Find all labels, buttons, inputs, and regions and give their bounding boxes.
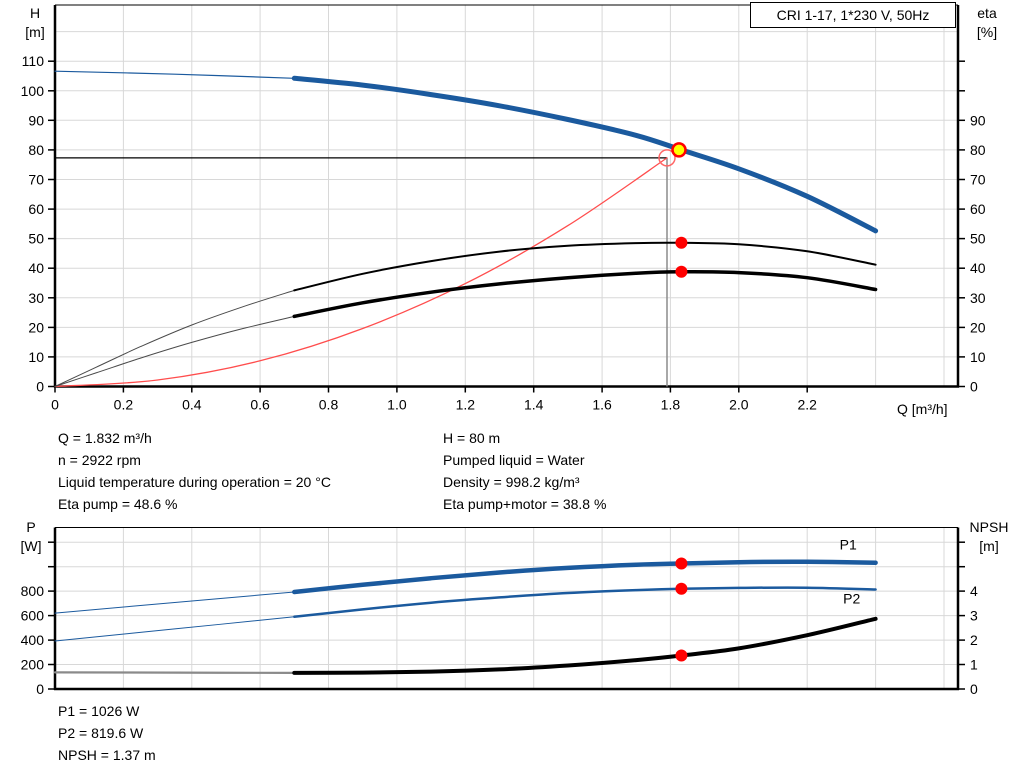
h-axis-title: H [m] (25, 5, 45, 40)
y-right-tick-label: 30 (970, 290, 986, 306)
info-npsh: NPSH = 1.37 m (58, 747, 156, 763)
pump-model-label: CRI 1-17, 1*230 V, 50Hz (750, 2, 956, 28)
y-right-tick-label: 0 (970, 379, 978, 395)
p1-curve (292, 559, 878, 595)
q-axis-title: Q [m³/h] (897, 401, 948, 417)
qh-curve (291, 75, 879, 234)
eta-pump-curve (293, 241, 877, 292)
tick-labels: 0 10 20 30 40 50 60 70 80 90 100 110 0 10 20 30 40 50 60 70… (21, 53, 986, 412)
y-right-tick-label: 60 (970, 201, 986, 217)
y-right-tick-label: 80 (970, 142, 986, 158)
eta-pump-point (675, 236, 688, 249)
gridlines (55, 527, 958, 689)
y-left-tick-label: 40 (28, 260, 44, 276)
npsh-axis-title: NPSH [m] (969, 519, 1009, 554)
x-tick-label: 0.4 (182, 397, 202, 413)
y-left-tick-label: 0 (36, 681, 44, 697)
npsh-curve-extension (53, 671, 296, 674)
eta-pump-motor-curve-extension (54, 315, 295, 387)
requested-duty-point (658, 149, 676, 167)
y-right-tick-label: 0 (970, 681, 978, 697)
info-eta-pump: Eta pump = 48.6 % (58, 496, 178, 512)
system-curve (54, 157, 668, 388)
tick-labels: 0 200 400 600 800 0 1 2 3 4 (21, 541, 978, 697)
info-speed: n = 2922 rpm (58, 452, 141, 468)
info-eta-pump-motor: Eta pump+motor = 38.8 % (443, 496, 607, 512)
y-right-tick-label: 40 (970, 260, 986, 276)
y-left-tick-label: 100 (21, 83, 45, 99)
y-right-tick-label: 70 (970, 172, 986, 188)
info-p2: P2 = 819.6 W (58, 725, 144, 741)
y-left-tick-label: 70 (28, 172, 44, 188)
y-right-tick-label: 1 (970, 657, 978, 673)
duty-point[interactable] (671, 142, 687, 158)
y-left-tick-label: 600 (21, 608, 45, 624)
x-tick-label: 1.4 (524, 397, 544, 413)
y-left-tick-label: 200 (21, 657, 45, 673)
x-tick-label: 0.6 (250, 397, 270, 413)
y-right-tick-label: 50 (970, 231, 986, 247)
plot-area[interactable] (55, 5, 958, 387)
y-right-tick-label: 3 (970, 608, 978, 624)
y-left-tick-label: 90 (28, 112, 44, 128)
x-tick-label: 2.0 (729, 397, 749, 413)
p2-curve-extension (54, 616, 295, 642)
info-density: Density = 998.2 kg/m³ (443, 474, 580, 490)
y-left-tick-label: 800 (21, 583, 45, 599)
duty-info-left: Q = 1.832 m³/h n = 2922 rpm Liquid tempe… (58, 427, 331, 515)
x-tick-label: 0.2 (114, 397, 134, 413)
y-left-tick-label: 60 (28, 201, 44, 217)
p2-point (675, 582, 688, 595)
power-info: P1 = 1026 W P2 = 819.6 W NPSH = 1.37 m (58, 700, 156, 766)
eta-axis-title: eta [%] (976, 5, 998, 40)
y-left-tick-label: 400 (21, 632, 45, 648)
x-tick-label: 1.2 (456, 397, 476, 413)
power-npsh-chart: 0 200 400 600 800 0 1 2 3 4 P1 P2 (21, 527, 978, 697)
x-tick-label: 1.6 (592, 397, 612, 413)
y-left-tick-label: 50 (28, 231, 44, 247)
info-h: H = 80 m (443, 430, 501, 446)
y-left-tick-label: 110 (22, 53, 45, 69)
y-right-tick-label: 4 (970, 583, 978, 599)
gridlines (55, 5, 958, 387)
info-q: Q = 1.832 m³/h (58, 430, 152, 446)
y-left-tick-label: 20 (28, 319, 44, 335)
duty-info-right: H = 80 m Pumped liquid = Water Density =… (443, 427, 606, 515)
y-right-tick-label: 90 (970, 112, 986, 128)
info-p1: P1 = 1026 W (58, 703, 140, 719)
p2-curve (293, 586, 877, 619)
p-axis-title: P [W] (20, 519, 42, 554)
qh-eta-chart: 0 10 20 30 40 50 60 70 80 90 100 110 0 10 20 30 40 50 60 70… (21, 4, 986, 413)
info-pumped-liquid: Pumped liquid = Water (443, 452, 585, 468)
y-right-tick-label: 20 (970, 319, 986, 335)
info-liquid-temp: Liquid temperature during operation = 20… (58, 474, 331, 490)
eta-pump-motor-point (675, 265, 688, 278)
npsh-point (675, 649, 688, 662)
p1-series-label: P1 (840, 537, 857, 553)
y-left-tick-label: 0 (36, 379, 44, 395)
y-left-tick-label: 10 (28, 349, 44, 365)
x-tick-label: 0 (51, 397, 59, 413)
p2-series-label: P2 (843, 590, 860, 606)
npsh-curve (292, 616, 878, 675)
eta-pump-curve-extension (54, 289, 295, 387)
p1-point (675, 557, 688, 570)
y-left-tick-label: 30 (28, 290, 44, 306)
y-left-tick-label: 80 (28, 142, 44, 158)
x-tick-label: 1.8 (661, 397, 681, 413)
eta-pump-motor-curve (292, 269, 878, 319)
p1-curve-extension (54, 591, 295, 614)
y-right-tick-label: 2 (970, 632, 978, 648)
x-tick-label: 2.2 (797, 397, 817, 413)
x-tick-label: 1.0 (387, 397, 407, 413)
qh-curve-extension (54, 70, 295, 79)
y-right-tick-label: 10 (970, 349, 986, 365)
x-tick-label: 0.8 (319, 397, 339, 413)
